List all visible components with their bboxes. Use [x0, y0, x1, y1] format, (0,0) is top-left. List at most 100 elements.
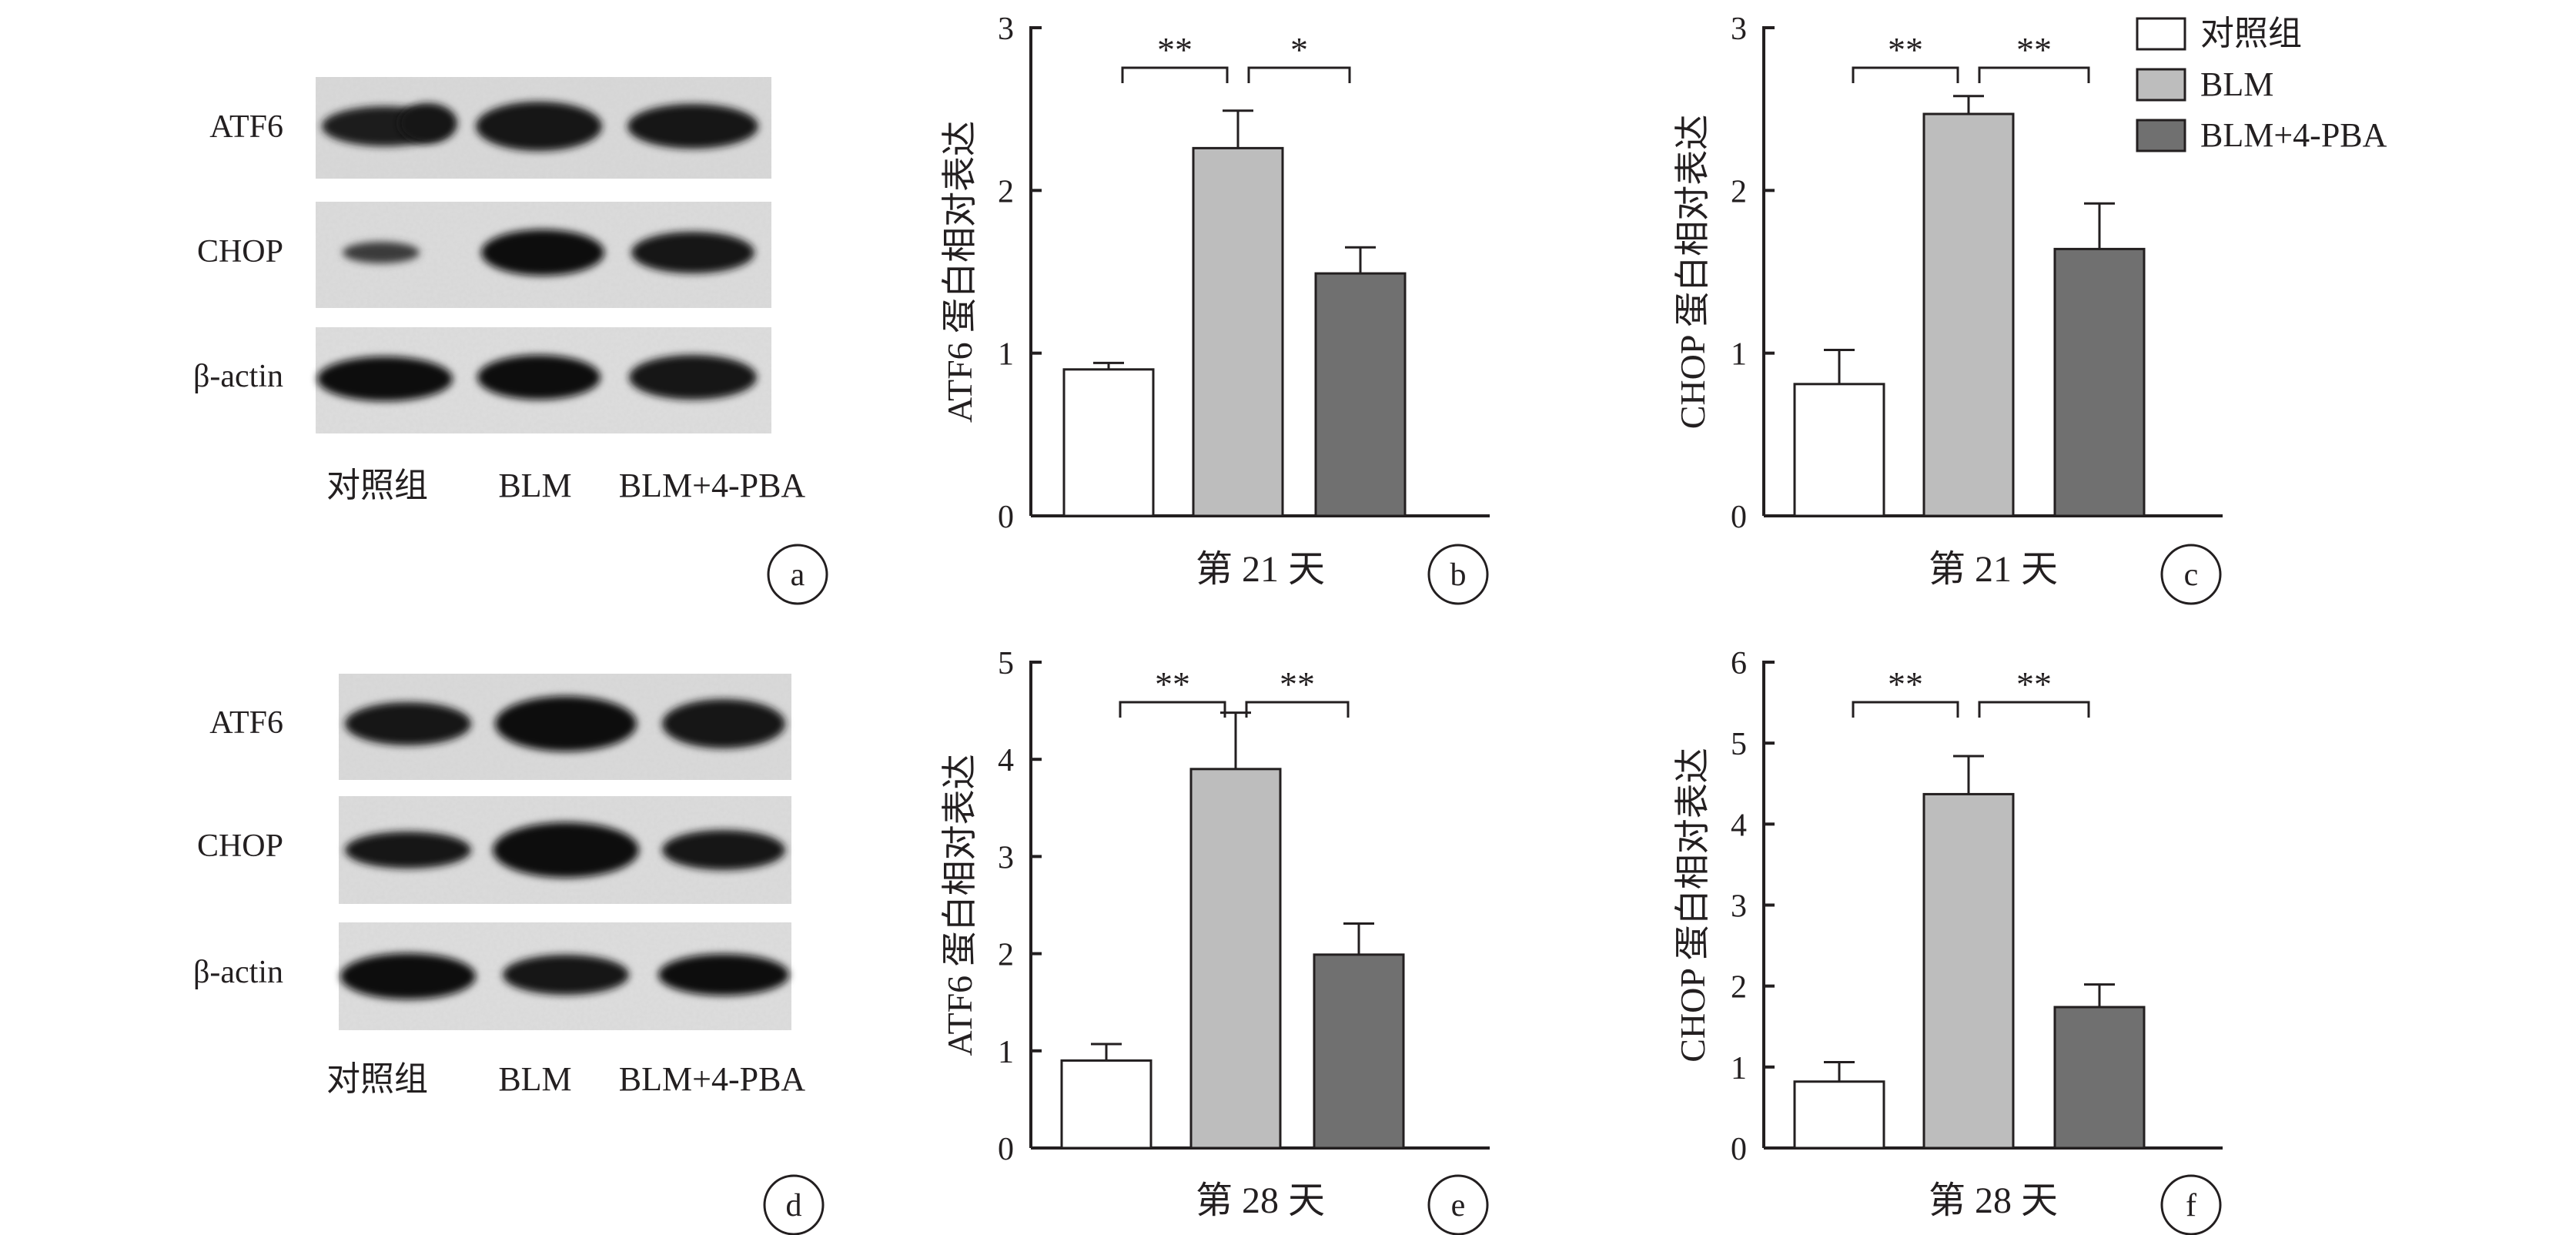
bar: [1314, 272, 1407, 517]
blot-row-label: β-actin: [193, 955, 283, 990]
legend-label: BLM+4-PBA: [2200, 116, 2387, 154]
bar: [1062, 368, 1155, 517]
y-tick-label: 2: [1731, 174, 1747, 209]
blot-band: [345, 832, 471, 869]
x-axis-label: 第 28 天: [1929, 1180, 2058, 1221]
panel-label: e: [1451, 1188, 1466, 1223]
blot-row-label: CHOP: [197, 828, 283, 864]
legend-swatch-control: [2136, 17, 2186, 51]
y-tick-label: 5: [998, 646, 1014, 681]
bar-chart-chop-day21: 0 1 2 3 ** ** 第 21 天 CHOP 蛋白相对表达: [1673, 12, 2223, 590]
y-tick-label: 6: [1731, 646, 1747, 681]
blot-row-label: β-actin: [193, 359, 283, 394]
blot-strip-atf6: [339, 674, 791, 780]
significance-bracket: [1247, 66, 1351, 83]
y-tick-label: 3: [1731, 12, 1747, 47]
blot-band: [343, 242, 420, 263]
chart-legend: 对照组 BLM BLM+4-PBA: [2136, 15, 2387, 154]
blot-lane-label: BLM+4-PBA: [619, 467, 806, 504]
blot-row-label: ATF6: [209, 109, 283, 145]
y-tick-label: 0: [1731, 1132, 1747, 1167]
panel-label: b: [1450, 557, 1467, 593]
significance-bracket: [1852, 66, 1959, 83]
y-tick-label: 2: [998, 174, 1014, 209]
blot-band: [631, 232, 754, 273]
blot-panel-a: ATF6 CHOP β-actin 对照组 BLM BLM+4-PBA a: [193, 77, 828, 605]
panel-label: c: [2184, 557, 2199, 593]
bar: [1060, 1059, 1153, 1150]
y-axis-label: CHOP 蛋白相对表达: [1673, 115, 1712, 430]
significance-label: **: [2016, 30, 2052, 69]
y-tick-label: 1: [998, 1035, 1014, 1070]
significance-label: **: [1157, 30, 1193, 69]
blot-strip-atf6: [316, 77, 771, 179]
bar: [1922, 792, 2015, 1150]
blot-band: [503, 955, 629, 995]
y-axis-label: ATF6 蛋白相对表达: [940, 121, 979, 423]
legend-swatch-blm: [2136, 68, 2186, 102]
y-axis-label: ATF6 蛋白相对表达: [940, 754, 979, 1056]
bar: [1793, 383, 1885, 517]
blot-strip-beta-actin: [316, 327, 771, 433]
y-tick-label: 3: [998, 840, 1014, 875]
blot-lane-label: 对照组: [326, 1060, 428, 1098]
bar: [1189, 768, 1282, 1150]
y-tick-label: 0: [998, 500, 1014, 535]
significance-bracket: [1121, 66, 1229, 83]
bar: [1192, 146, 1284, 517]
panel-label-circle: [2160, 544, 2222, 605]
blot-lane-label: BLM+4-PBA: [619, 1060, 806, 1098]
blot-band: [476, 102, 602, 151]
blot-band: [662, 830, 785, 870]
blot-lane-label: BLM: [498, 467, 571, 504]
blot-band: [658, 954, 789, 996]
y-tick-label: 0: [998, 1132, 1014, 1167]
panel-label-circle: [1427, 544, 1489, 605]
panel-label-circle: [767, 544, 828, 605]
panel-label: d: [786, 1188, 802, 1223]
blot-strip-chop: [316, 202, 771, 308]
blot-band: [629, 355, 757, 400]
blot-band: [627, 104, 758, 149]
blot-band: [340, 953, 476, 999]
bar-chart-chop-day28: 0 1 2 3 4 5 6 ** ** 第 28 天 CHOP 蛋白相对表达: [1673, 646, 2223, 1221]
blot-band: [345, 702, 471, 745]
panel-label: a: [791, 557, 805, 593]
y-axis-label: CHOP 蛋白相对表达: [1673, 748, 1712, 1063]
bar: [1313, 953, 1405, 1150]
y-tick-label: 3: [1731, 889, 1747, 925]
bar-chart-atf6-day28: 0 1 2 3 4 5 ** ** 第 28 天 ATF6 蛋白相对表达: [940, 646, 1490, 1221]
bar: [2053, 247, 2146, 517]
blot-lane-label: 对照组: [326, 467, 428, 504]
y-tick-label: 1: [1731, 337, 1747, 373]
significance-label: **: [1888, 664, 1923, 704]
blot-band: [662, 699, 785, 748]
blot-row-label: CHOP: [197, 234, 283, 269]
panel-label-circle: [2160, 1174, 2222, 1235]
bar: [1922, 112, 2015, 517]
panel-label-circle: [763, 1174, 825, 1235]
legend-swatch-blm-4pba: [2136, 119, 2186, 152]
significance-bracket: [1245, 701, 1350, 718]
y-tick-label: 0: [1731, 500, 1747, 535]
x-axis-label: 第 21 天: [1929, 549, 2058, 590]
y-tick-label: 1: [998, 337, 1014, 373]
blot-row-label: ATF6: [209, 705, 283, 741]
significance-bracket: [1978, 701, 2090, 718]
x-axis-label: 第 28 天: [1196, 1180, 1325, 1221]
y-tick-label: 5: [1731, 727, 1747, 762]
blot-band: [493, 822, 639, 878]
blot-band: [481, 229, 604, 276]
blot-strip-beta-actin: [339, 922, 791, 1030]
y-tick-label: 2: [998, 938, 1014, 973]
y-tick-label: 4: [1731, 808, 1747, 843]
legend-label: 对照组: [2200, 15, 2302, 52]
x-axis-label: 第 21 天: [1196, 549, 1325, 590]
significance-bracket: [1119, 701, 1226, 718]
significance-bracket: [1852, 701, 1959, 718]
blot-lane-label: BLM: [498, 1060, 571, 1098]
legend-label: BLM: [2200, 65, 2273, 103]
blot-band: [495, 696, 637, 751]
